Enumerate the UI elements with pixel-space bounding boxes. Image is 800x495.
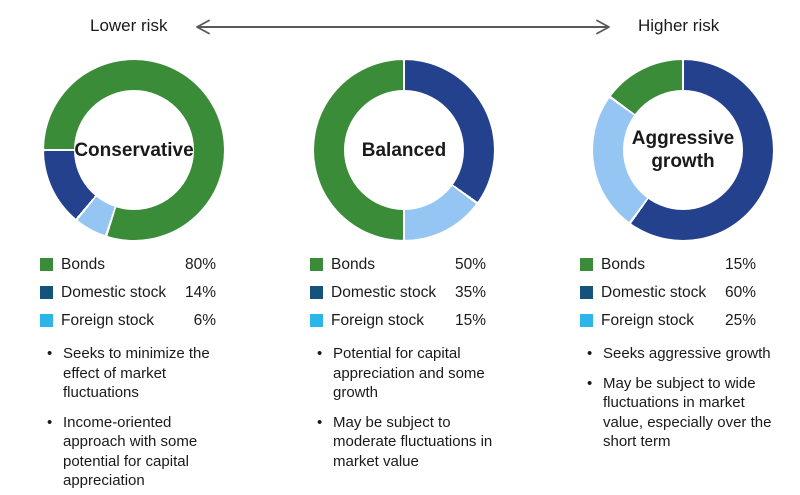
legend-value: 35% [454,284,486,301]
bullet-item: Income-oriented approach with some poten… [47,413,238,491]
legend-row-domestic-stock: Domestic stock 35% [310,284,486,301]
legend-aggressive-growth: Bonds 15% Domestic stock 60% Foreign sto… [580,256,756,329]
legend-label: Domestic stock [61,284,167,301]
legend-value: 50% [454,256,486,273]
legend-row-foreign-stock: Foreign stock 6% [40,312,216,329]
donut-chart-balanced: Balanced [314,60,494,240]
donut-hole: Conservative [74,90,194,210]
bonds-swatch-icon [310,258,323,271]
bullet-item: May be subject to moderate fluctuations … [317,413,508,472]
donut-hole: Aggressive growth [623,90,743,210]
foreign-stock-swatch-icon [310,314,323,327]
legend-row-bonds: Bonds 15% [580,256,756,273]
legend-balanced: Bonds 50% Domestic stock 35% Foreign sto… [310,256,486,329]
lower-risk-label: Lower risk [90,16,168,35]
donut-chart-aggressive-growth: Aggressive growth [593,60,773,240]
domestic-stock-swatch-icon [310,286,323,299]
foreign-stock-swatch-icon [40,314,53,327]
legend-label: Bonds [61,256,105,273]
legend-value: 80% [184,256,216,273]
portfolio-columns: Conservative Bonds 80% Domestic stock 14… [25,58,800,495]
donut-title-aggressive-growth: Aggressive growth [631,128,735,172]
donut-chart-conservative: Conservative [44,60,224,240]
double-arrow-icon [196,19,610,35]
legend-value: 6% [193,312,216,329]
bonds-swatch-icon [580,258,593,271]
legend-row-foreign-stock: Foreign stock 25% [580,312,756,329]
bullet-item: Seeks aggressive growth [587,344,778,364]
legend-label: Bonds [601,256,645,273]
legend-value: 60% [724,284,756,301]
legend-value: 15% [454,312,486,329]
legend-value: 14% [184,284,216,301]
portfolio-column-balanced: Balanced Bonds 50% Domestic stock 35% Fo… [295,58,545,495]
legend-label: Foreign stock [601,312,695,329]
legend-value: 15% [724,256,756,273]
legend-row-bonds: Bonds 50% [310,256,486,273]
bonds-swatch-icon [40,258,53,271]
domestic-stock-swatch-icon [580,286,593,299]
legend-value: 25% [724,312,756,329]
legend-conservative: Bonds 80% Domestic stock 14% Foreign sto… [40,256,216,329]
donut-title-conservative: Conservative [74,139,194,161]
donut-title-balanced: Balanced [361,139,447,161]
portfolio-column-aggressive-growth: Aggressive growth Bonds 15% Domestic sto… [565,58,800,495]
legend-label: Domestic stock [331,284,437,301]
legend-label: Foreign stock [331,312,425,329]
donut-hole: Balanced [344,90,464,210]
legend-row-foreign-stock: Foreign stock 15% [310,312,486,329]
foreign-stock-swatch-icon [580,314,593,327]
portfolio-column-conservative: Conservative Bonds 80% Domestic stock 14… [25,58,275,495]
legend-row-domestic-stock: Domestic stock 14% [40,284,216,301]
domestic-stock-swatch-icon [40,286,53,299]
legend-row-domestic-stock: Domestic stock 60% [580,284,756,301]
bullet-item: Potential for capital appreciation and s… [317,344,508,403]
bullet-item: Seeks to minimize the effect of market f… [47,344,238,403]
legend-label: Foreign stock [61,312,155,329]
risk-spectrum-header: Lower risk Higher risk [0,0,800,52]
bullet-list-aggressive-growth: Seeks aggressive growth May be subject t… [565,344,778,452]
legend-label: Domestic stock [601,284,707,301]
bullet-item: May be subject to wide fluctuations in m… [587,374,778,452]
bullet-list-balanced: Potential for capital appreciation and s… [295,344,508,471]
higher-risk-label: Higher risk [638,16,720,35]
legend-row-bonds: Bonds 80% [40,256,216,273]
legend-label: Bonds [331,256,375,273]
bullet-list-conservative: Seeks to minimize the effect of market f… [25,344,238,491]
